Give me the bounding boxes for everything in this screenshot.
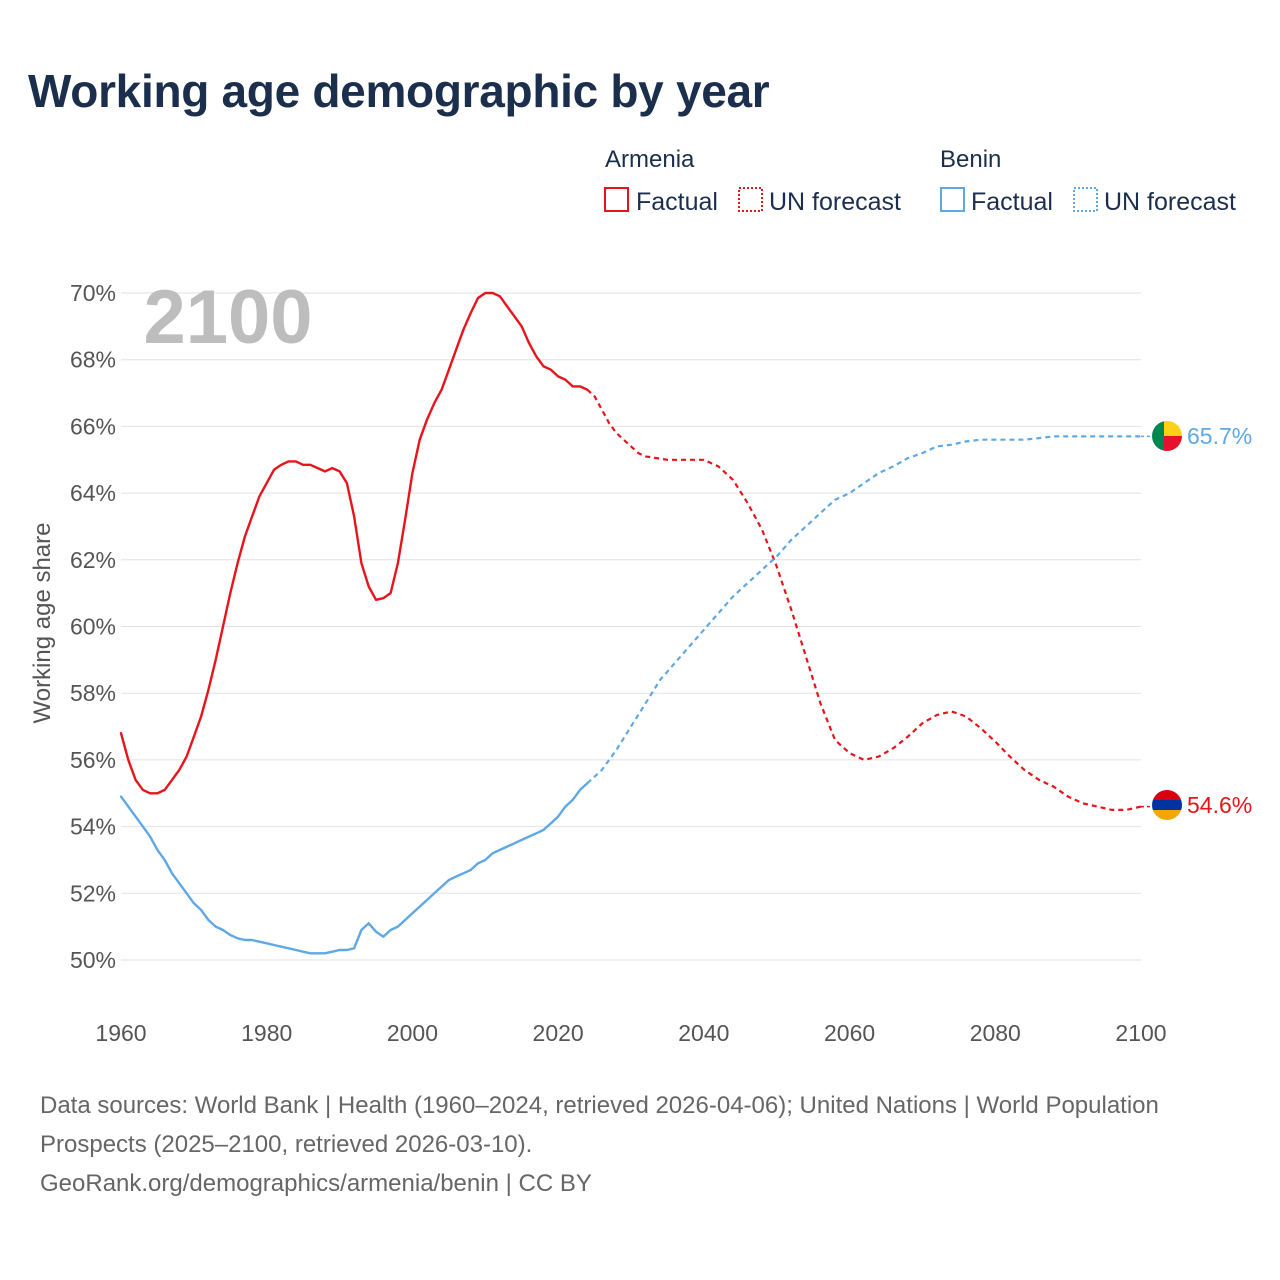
legend-group-benin: Benin [940, 146, 1001, 173]
y-tick-label: 58% [70, 680, 116, 706]
y-tick-label: 56% [70, 747, 116, 773]
footer: Data sources: World Bank | Health (1960–… [40, 1086, 1220, 1203]
current-year-label: 2100 [143, 275, 312, 360]
y-tick-label: 70% [70, 280, 116, 306]
legend-label-benin-factual: Factual [971, 188, 1053, 216]
y-tick-label: 50% [70, 947, 116, 973]
x-tick-label: 2040 [678, 1020, 729, 1046]
x-tick-label: 1960 [95, 1020, 146, 1046]
line-chart: Armenia Factual UN forecast Benin Factua… [29, 146, 1252, 1046]
y-tick-label: 66% [70, 413, 116, 439]
armenia-flag-icon [1152, 790, 1182, 820]
y-tick-label: 54% [70, 814, 116, 840]
end-label-benin: 65.7% [1187, 423, 1252, 449]
benin-flag-icon [1152, 421, 1182, 451]
y-tick-label: 64% [70, 480, 116, 506]
legend-swatch-benin-forecast [1073, 187, 1098, 212]
legend-swatch-benin-factual [940, 187, 965, 212]
y-tick-label: 68% [70, 347, 116, 373]
x-axis-ticks: 1960 1980 2000 2020 2040 2060 2080 2100 [95, 1020, 1166, 1046]
legend-label-benin-forecast: UN forecast [1104, 188, 1236, 216]
y-tick-label: 52% [70, 880, 116, 906]
end-label-armenia: 54.6% [1187, 792, 1252, 818]
y-tick-label: 60% [70, 614, 116, 640]
footer-credit: GeoRank.org/demographics/armenia/benin |… [40, 1170, 592, 1197]
x-tick-label: 2100 [1115, 1020, 1166, 1046]
y-axis-title: Working age share [29, 523, 56, 724]
legend-label-armenia-factual: Factual [636, 188, 718, 216]
x-tick-label: 2080 [970, 1020, 1021, 1046]
x-tick-label: 2000 [387, 1020, 438, 1046]
x-tick-label: 1980 [241, 1020, 292, 1046]
y-axis-ticks: 50% 52% 54% 56% 58% 60% 62% 64% 66% 68% 70% [70, 280, 116, 973]
footer-sources: Data sources: World Bank | Health (1960–… [40, 1092, 1159, 1158]
legend: Armenia Factual UN forecast Benin Factua… [604, 146, 1236, 216]
series [119, 291, 1153, 955]
x-tick-label: 2020 [533, 1020, 584, 1046]
y-tick-label: 62% [70, 547, 116, 573]
chart-title: Working age demographic by year [28, 65, 770, 117]
legend-swatch-armenia-forecast [738, 187, 763, 212]
series-line-armenia-forecast [586, 388, 1142, 811]
series-line-benin-factual [119, 782, 589, 955]
gridlines [121, 292, 1141, 961]
series-line-benin-forecast [586, 435, 1141, 785]
legend-label-armenia-forecast: UN forecast [769, 188, 901, 216]
legend-swatch-armenia-factual [604, 187, 629, 212]
x-tick-label: 2060 [824, 1020, 875, 1046]
series-line-armenia-factual [119, 291, 589, 795]
legend-group-armenia: Armenia [605, 146, 695, 173]
